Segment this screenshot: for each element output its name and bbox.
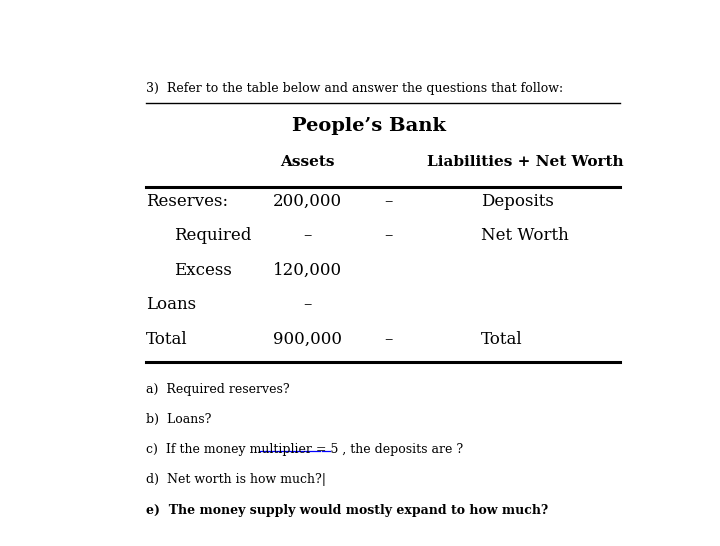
Text: People’s Bank: People’s Bank — [292, 117, 446, 135]
Text: c)  If the money multiplier = 5 , the deposits are ?: c) If the money multiplier = 5 , the dep… — [145, 443, 463, 456]
Text: Liabilities + Net Worth: Liabilities + Net Worth — [427, 155, 624, 169]
Text: Required: Required — [174, 227, 251, 245]
Text: 3)  Refer to the table below and answer the questions that follow:: 3) Refer to the table below and answer t… — [145, 82, 563, 96]
Text: b)  Loans?: b) Loans? — [145, 413, 211, 426]
Text: –: – — [384, 331, 392, 348]
Text: Excess: Excess — [174, 262, 232, 279]
Text: Net Worth: Net Worth — [481, 227, 568, 245]
Text: –: – — [384, 227, 392, 245]
Text: –: – — [303, 227, 312, 245]
Text: Assets: Assets — [280, 155, 335, 169]
Text: –: – — [384, 193, 392, 210]
Text: Total: Total — [481, 331, 522, 348]
Text: Reserves:: Reserves: — [145, 193, 228, 210]
Text: Deposits: Deposits — [481, 193, 554, 210]
Text: 900,000: 900,000 — [273, 331, 342, 348]
Text: –: – — [303, 296, 312, 313]
Text: Loans: Loans — [145, 296, 196, 313]
Text: Total: Total — [145, 331, 187, 348]
Text: 200,000: 200,000 — [273, 193, 342, 210]
Text: d)  Net worth is how much?|: d) Net worth is how much?| — [145, 473, 325, 486]
Text: e)  The money supply would mostly expand to how much?: e) The money supply would mostly expand … — [145, 503, 548, 517]
Text: 120,000: 120,000 — [273, 262, 342, 279]
Text: a)  Required reserves?: a) Required reserves? — [145, 383, 289, 395]
